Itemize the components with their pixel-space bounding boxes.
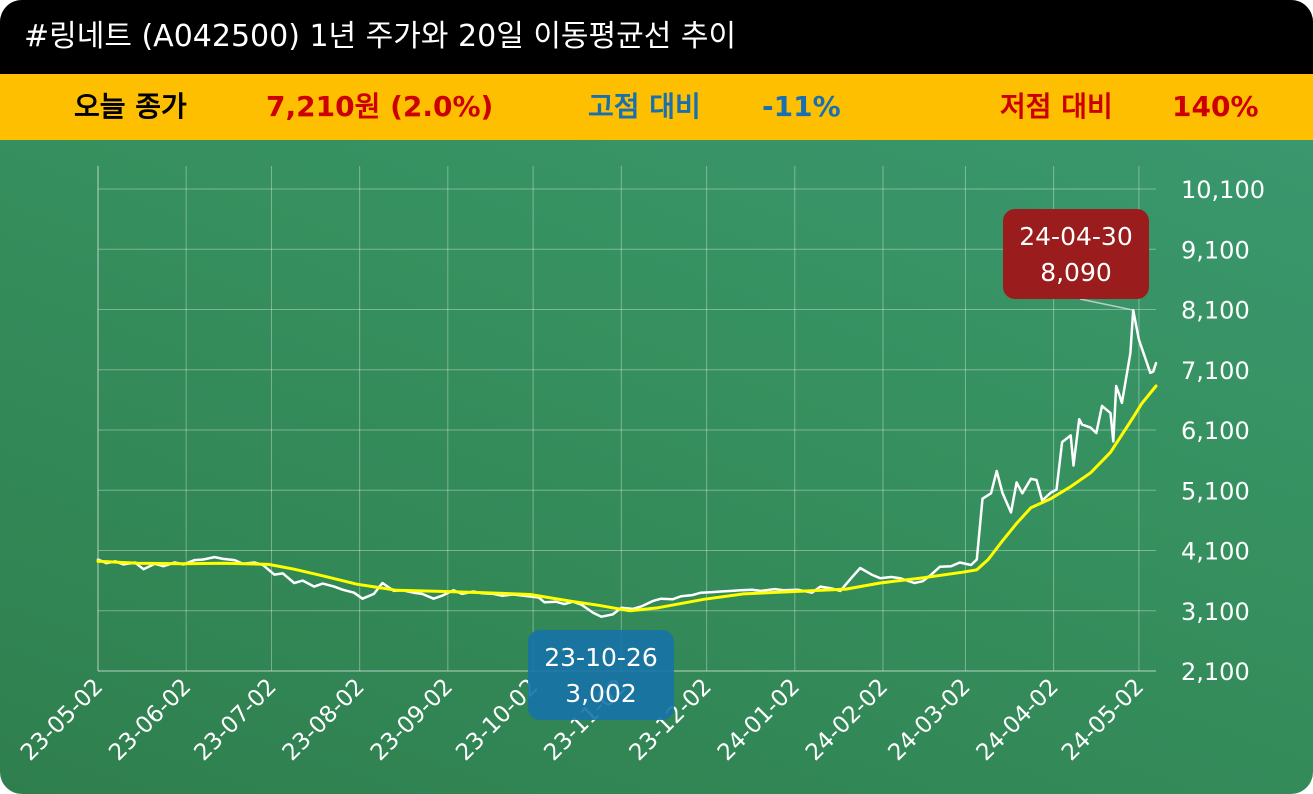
- high-compare-value: -11%: [762, 90, 841, 123]
- y-tick-label: 9,100: [1181, 236, 1250, 264]
- low-compare-label: 저점 대비: [1000, 90, 1113, 123]
- y-tick-label: 3,100: [1181, 598, 1250, 626]
- x-tick-label: 23-06-02: [104, 674, 196, 766]
- info-bar: 오늘 종가 7,210원 (2.0%) 고점 대비 -11% 저점 대비 140…: [0, 74, 1313, 140]
- price-series-line: [96, 308, 1158, 618]
- grid-lines: [97, 166, 1156, 672]
- x-tick-label: 23-07-02: [190, 674, 282, 766]
- x-tick-label: 23-09-02: [366, 674, 458, 766]
- y-tick-label: 2,100: [1181, 658, 1250, 686]
- high-marker-date: 24-04-30: [1019, 222, 1132, 251]
- x-tick-label: 24-04-02: [972, 674, 1064, 766]
- low-compare-value: 140%: [1172, 90, 1259, 123]
- x-tick-label: 24-05-02: [1057, 674, 1149, 766]
- x-tick-label: 23-05-02: [16, 674, 108, 766]
- chart-title: #링네트 (A042500) 1년 주가와 20일 이동평균선 추이: [24, 19, 737, 54]
- y-tick-label: 4,100: [1181, 538, 1250, 566]
- y-axis-labels: 2,100 3,100 4,100 5,100 6,100 7,100 8,100 9,100…: [1181, 176, 1265, 686]
- x-tick-label: 24-01-02: [713, 674, 805, 766]
- price-chart: 2,100 3,100 4,100 5,100 6,100 7,100 8,100 9,100…: [16, 166, 1265, 766]
- today-close-value: 7,210원 (2.0%): [266, 90, 494, 123]
- x-tick-label: 24-02-02: [801, 674, 893, 766]
- ma20-series-line: [96, 384, 1158, 613]
- series-lines: [96, 308, 1158, 618]
- high-marker-leader: [1079, 298, 1134, 311]
- low-marker-box: [528, 630, 674, 720]
- high-compare-label: 고점 대비: [588, 90, 701, 123]
- y-tick-label: 10,100: [1181, 176, 1265, 204]
- y-tick-label: 8,100: [1181, 297, 1250, 325]
- high-marker-box: [1003, 209, 1149, 299]
- annotation-boxes: 24-04-30 8,090 23-10-26 3,002: [528, 209, 1149, 720]
- low-marker-value: 3,002: [565, 679, 637, 708]
- y-tick-label: 5,100: [1181, 477, 1250, 505]
- x-tick-label: 23-08-02: [278, 674, 370, 766]
- low-marker-date: 23-10-26: [544, 643, 657, 672]
- y-tick-label: 6,100: [1181, 417, 1250, 445]
- title-bar: #링네트 (A042500) 1년 주가와 20일 이동평균선 추이: [0, 0, 1313, 74]
- x-tick-label: 24-03-02: [883, 674, 975, 766]
- y-tick-label: 7,100: [1181, 357, 1250, 385]
- high-marker-value: 8,090: [1040, 258, 1112, 287]
- today-close-label: 오늘 종가: [74, 90, 187, 123]
